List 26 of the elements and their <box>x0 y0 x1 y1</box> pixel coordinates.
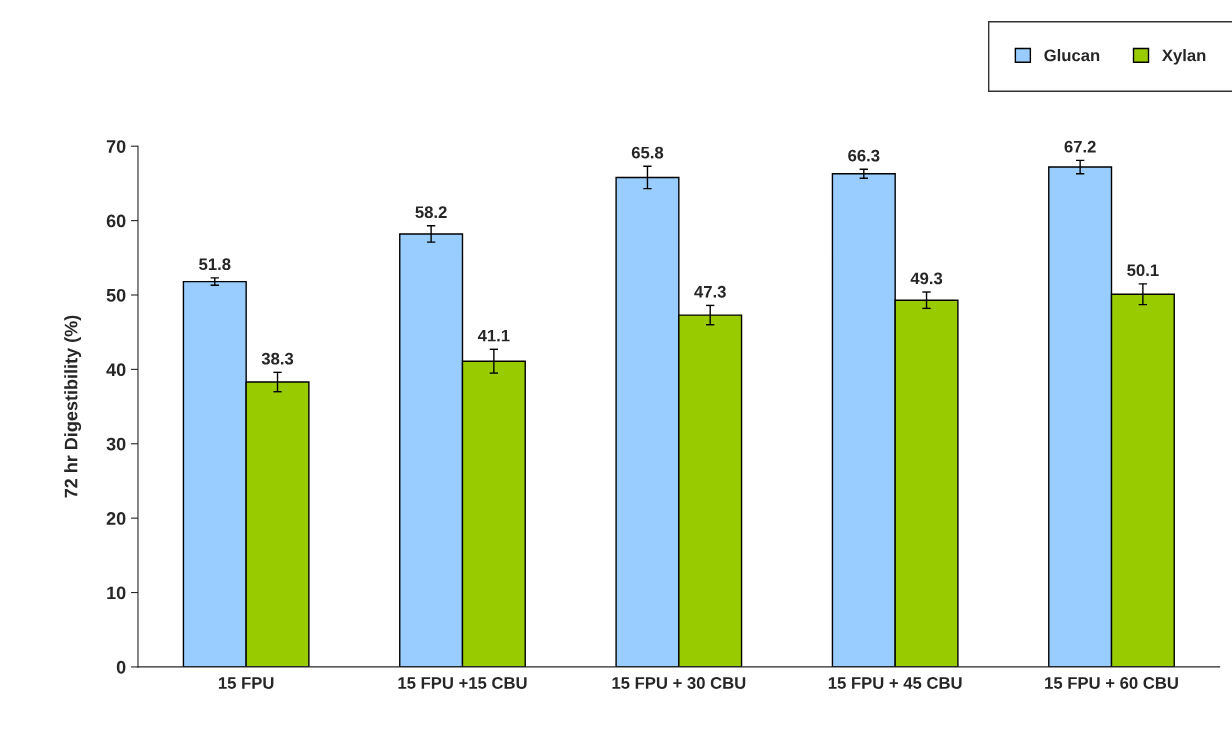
data-label: 41.1 <box>477 329 510 342</box>
x-tick-label: 15 FPU <box>218 677 274 689</box>
x-tick-label: 15 FPU + 45 CBU <box>828 677 962 689</box>
y-tick-label: 10 <box>107 586 126 600</box>
data-label: 67.2 <box>1064 140 1096 153</box>
y-tick-label: 70 <box>106 140 126 153</box>
data-label: 66.3 <box>848 149 880 162</box>
data-label: 49.3 <box>910 272 943 285</box>
x-tick-label: 15 FPU + 60 CBU <box>1045 677 1178 689</box>
x-tick-label: 15 FPU + 30 CBU <box>612 677 746 689</box>
data-label: 50.1 <box>1127 264 1159 277</box>
x-tick-label: 15 FPU +15 CBU <box>398 677 527 689</box>
y-tick-label: 20 <box>106 512 126 525</box>
data-label: 51.8 <box>199 258 231 271</box>
y-tick-label: 40 <box>106 363 126 377</box>
legend-label: Glucan <box>1044 49 1100 62</box>
y-tick-label: 30 <box>106 437 126 451</box>
legend-label: Xylan <box>1162 49 1206 65</box>
data-label: 65.8 <box>631 146 664 159</box>
data-label: 38.3 <box>261 352 294 365</box>
y-tick-label: 50 <box>106 288 126 302</box>
y-tick-label: 0 <box>116 660 126 674</box>
data-label: 58.2 <box>415 206 447 219</box>
y-axis-title: 72 hr Digestibility (%) <box>64 315 82 498</box>
y-tick-label: 60 <box>106 214 126 228</box>
data-label: 47.3 <box>694 285 726 298</box>
